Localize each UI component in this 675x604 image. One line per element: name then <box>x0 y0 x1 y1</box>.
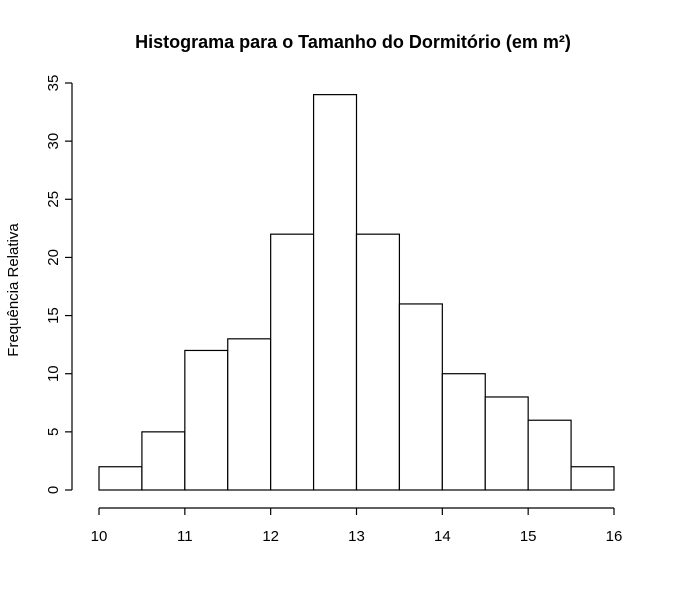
histogram-bar-6 <box>312 94 358 491</box>
y-tick-label: 30 <box>45 133 62 150</box>
y-tick-label: 25 <box>45 191 62 208</box>
x-tick-label: 13 <box>348 528 365 545</box>
histogram-bar-5 <box>270 233 315 491</box>
y-tick-label: 0 <box>45 486 62 494</box>
histogram-bar-1 <box>98 466 143 491</box>
x-axis: 10 11 12 13 14 15 16 <box>91 507 623 545</box>
y-tick-label: 15 <box>45 307 62 324</box>
bars-group <box>98 94 615 491</box>
histogram-bar-12 <box>570 466 615 491</box>
x-tick-label: 15 <box>520 528 537 545</box>
histogram-bar-2 <box>141 431 186 491</box>
x-tick-label: 14 <box>434 528 451 545</box>
x-tick-label: 16 <box>606 528 623 545</box>
histogram-bar-9 <box>441 373 486 491</box>
y-tick-label: 10 <box>45 365 62 382</box>
y-tick-label: 35 <box>45 75 62 92</box>
y-tick-label: 20 <box>45 249 62 266</box>
histogram-bar-11 <box>527 419 572 491</box>
histogram-bar-4 <box>227 338 272 491</box>
x-tick-label: 12 <box>262 528 279 545</box>
chart-title: Histograma para o Tamanho do Dormitório … <box>135 32 571 52</box>
y-axis: 0 5 10 15 20 25 30 35 <box>45 75 73 494</box>
histogram-bar-7 <box>355 233 401 491</box>
histogram-bar-3 <box>184 349 229 491</box>
x-tick-label: 11 <box>177 528 193 545</box>
y-axis-label: Frequência Relativa <box>5 223 22 357</box>
histogram-bar-10 <box>484 396 529 491</box>
y-tick-label: 5 <box>45 428 62 436</box>
histogram-bar-8 <box>398 303 443 491</box>
x-tick-label: 10 <box>91 528 108 545</box>
